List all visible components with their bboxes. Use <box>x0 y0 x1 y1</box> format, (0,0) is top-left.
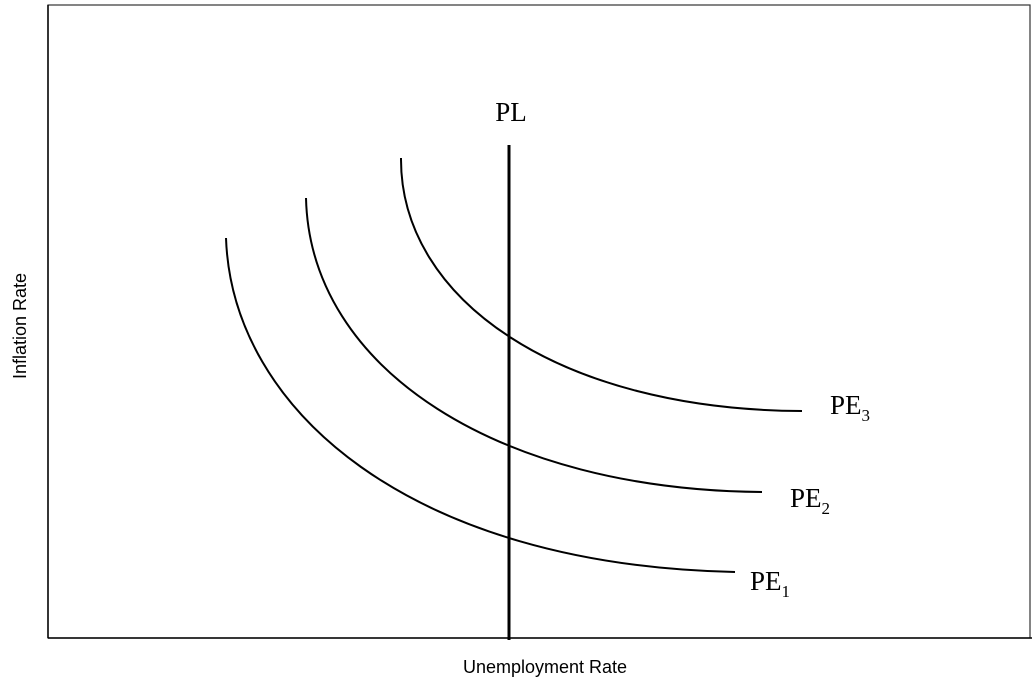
curve-subscript: 1 <box>782 582 791 601</box>
curve-subscript: 2 <box>822 499 831 518</box>
pl-label: PL <box>495 97 527 127</box>
pe1-label: PE1 <box>750 566 790 601</box>
pe3-label: PE3 <box>830 390 870 425</box>
curve-label: PE <box>830 390 862 420</box>
curve-label: PE <box>750 566 782 596</box>
pe2-label: PE2 <box>790 483 830 518</box>
curve-subscript: 3 <box>862 406 871 425</box>
pe1-curve <box>225 237 736 573</box>
pe2-curve <box>305 197 763 493</box>
x-axis-label: Unemployment Rate <box>463 657 627 677</box>
curve-label: PE <box>790 483 822 513</box>
y-axis-label: Inflation Rate <box>10 273 30 379</box>
plot-frame <box>47 4 1031 639</box>
pe3-curve <box>399 157 803 412</box>
